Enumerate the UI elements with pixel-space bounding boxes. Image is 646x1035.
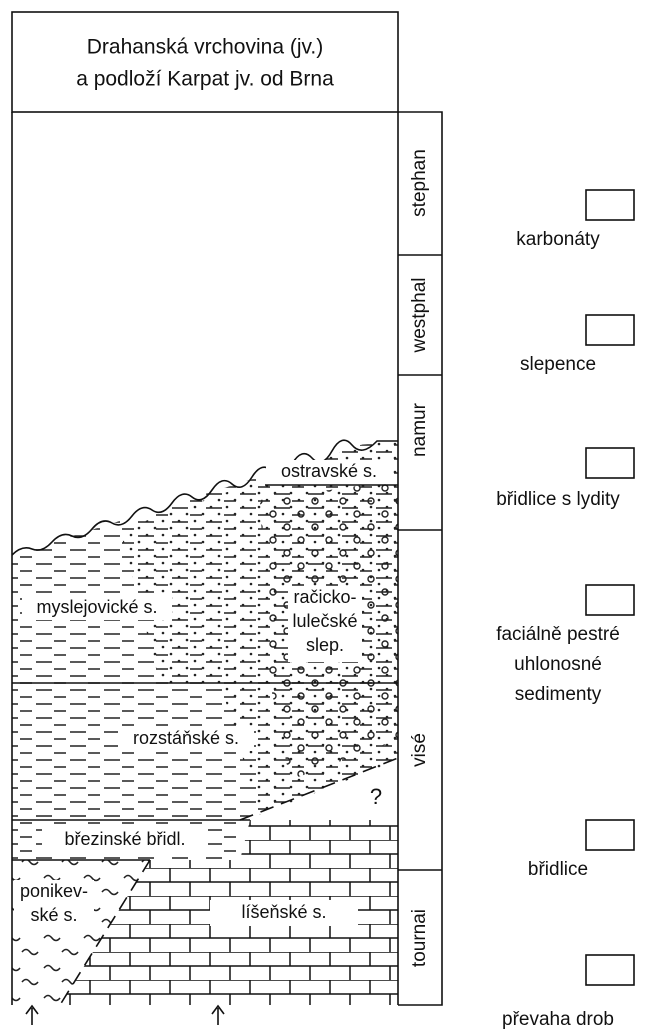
unit-label: ostravské s.	[281, 461, 377, 481]
title-box	[11, 11, 399, 113]
title-line: a podloží Karpat jv. od Brna	[76, 68, 334, 91]
stage-label: namur	[409, 402, 430, 457]
stage-label: westphal	[409, 278, 430, 354]
arrows	[25, 1004, 225, 1025]
unit-label: ské s.	[30, 905, 77, 925]
unit-label: lulečské	[292, 611, 357, 631]
unit-label: slep.	[306, 635, 344, 655]
legend-label: břidlice s lydity	[496, 489, 620, 510]
stage-boxes	[398, 111, 443, 1006]
unit-label: račicko-	[293, 587, 356, 607]
legend-label: uhlonosné	[514, 654, 602, 675]
unit-label: myslejovické s.	[36, 597, 157, 617]
legend-label: sedimenty	[515, 684, 602, 705]
legend: karbonáty slepence břidlice s lydity faciál…	[496, 189, 635, 1030]
unit-label: březinské břidl.	[64, 829, 185, 849]
column	[11, 11, 443, 1025]
legend-label: převaha drob	[502, 1009, 614, 1030]
unit-label: rozstáňské s.	[133, 728, 239, 748]
facies-boundary	[239, 757, 399, 821]
labels: Drahanská vrchovina (jv.) a podloží Karpa…	[20, 36, 430, 968]
unit-label: ?	[370, 784, 382, 809]
unit-label: líšeňské s.	[241, 902, 326, 922]
facies-boundary-2	[59, 859, 151, 1006]
unconformity	[11, 439, 398, 556]
unit-label: ponikev-	[20, 881, 88, 901]
title-line: Drahanská vrchovina (jv.)	[87, 36, 324, 59]
legend-label: faciálně pestré	[496, 624, 620, 645]
stage-label: tournai	[409, 909, 430, 967]
conglomerate-fill-2	[270, 683, 398, 780]
legend-label: karbonáty	[516, 229, 600, 250]
legend-label: slepence	[520, 354, 596, 375]
column-edges	[11, 112, 399, 1005]
stage-label: stephan	[409, 149, 430, 217]
boundaries	[12, 484, 398, 861]
stage-label: visé	[409, 733, 430, 767]
legend-label: břidlice	[528, 859, 588, 880]
